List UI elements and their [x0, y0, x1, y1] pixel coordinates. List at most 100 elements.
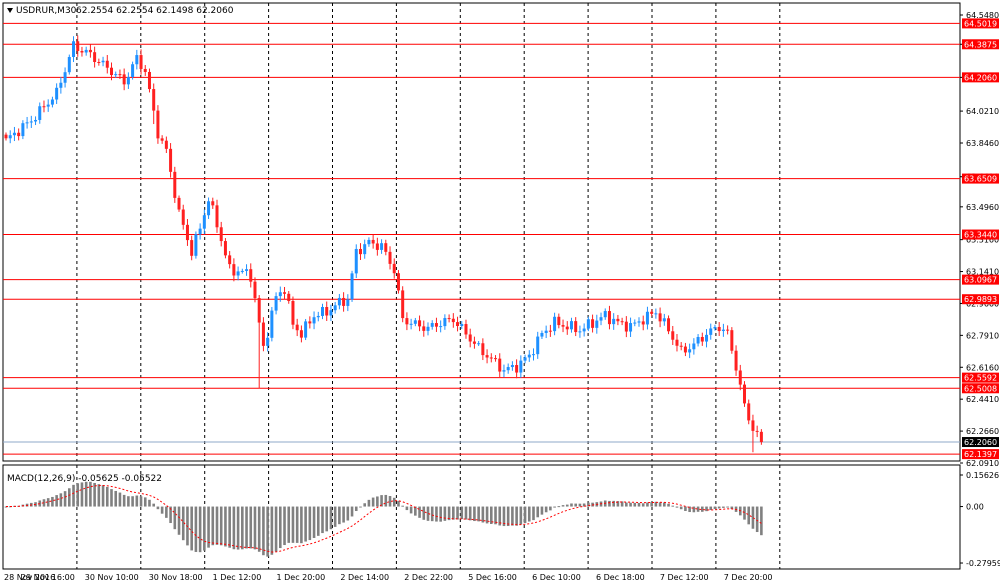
candle-body [519, 360, 523, 373]
macd-bar [89, 481, 92, 507]
candle-body [392, 263, 396, 274]
macd-bar [63, 491, 67, 507]
macd-bar [249, 506, 253, 549]
candle-body [506, 367, 510, 371]
macd-bar [198, 506, 202, 553]
candle-body [485, 355, 489, 358]
candle-body [380, 243, 384, 250]
candle-body [603, 311, 607, 318]
macd-bar [523, 506, 527, 524]
macd-bar [283, 506, 286, 546]
candle-body [38, 106, 42, 120]
macd-bar [633, 502, 637, 507]
macd-bar [473, 506, 476, 522]
macd-bar [42, 499, 46, 507]
macd-bar [663, 502, 666, 507]
candle-body [662, 318, 666, 322]
candle-body [131, 64, 135, 77]
macd-bar [4, 506, 8, 508]
macd-bar [363, 503, 366, 507]
candle-body [363, 244, 367, 255]
candle-body [464, 324, 468, 335]
candle-body [333, 305, 337, 311]
macd-bar [295, 506, 299, 543]
candle-body [164, 140, 168, 149]
macd-bar [688, 506, 691, 513]
candle-body [93, 52, 97, 63]
candle-body [434, 323, 438, 327]
macd-bar [625, 502, 628, 507]
macd-bar [401, 505, 404, 507]
macd-bar [747, 506, 751, 525]
macd-bar [76, 483, 80, 507]
candle-body [147, 71, 151, 90]
candle-body [629, 323, 633, 332]
macd-bar [553, 506, 556, 508]
level-tag [962, 294, 999, 305]
time-label: 6 Dec 10:00 [532, 573, 581, 582]
candle-body [548, 330, 552, 332]
candle-body [658, 313, 662, 322]
candle-body [696, 336, 700, 344]
candle-body [110, 67, 113, 76]
macd-bar [165, 506, 168, 518]
macd-bar [485, 506, 489, 524]
time-label: 2 Dec 14:00 [340, 573, 389, 582]
candle-body [498, 358, 502, 372]
macd-bar [532, 506, 535, 521]
macd-bar [316, 506, 320, 536]
macd-bar [219, 506, 223, 546]
level-tag-label: 64.3875 [964, 40, 997, 49]
triangle-down-icon[interactable] [7, 8, 13, 13]
macd-bar [388, 496, 392, 507]
macd-bar [68, 488, 71, 507]
macd-signal-line [6, 484, 762, 553]
macd-bar [751, 506, 755, 529]
candle-body [645, 311, 649, 325]
candle-body [553, 316, 557, 332]
macd-bar [333, 506, 337, 527]
macd-bar [439, 506, 442, 522]
candle-body [122, 74, 126, 85]
candle-body [472, 341, 476, 344]
level-tag-label: 64.2060 [964, 73, 997, 82]
candle-body [667, 318, 671, 332]
macd-bar [346, 506, 350, 521]
price-tick-label: 63.8460 [966, 139, 999, 148]
macd-bar [409, 506, 413, 514]
macd-bar [215, 506, 219, 545]
macd-bar [527, 506, 531, 522]
macd-bar [730, 506, 734, 510]
macd-bar [722, 506, 725, 508]
candle-body [755, 430, 759, 432]
macd-bar [641, 503, 645, 507]
candle-body [409, 323, 413, 325]
macd-legend: MACD(12,26,9) -0.05625 -0.05522 [7, 474, 162, 484]
macd-bar [481, 506, 485, 523]
candle-body [114, 74, 118, 76]
candle-body [641, 321, 645, 325]
macd-bar [468, 506, 472, 521]
candle-body [253, 281, 257, 299]
candle-body [481, 343, 485, 356]
macd-bar [540, 506, 544, 515]
candle-body [223, 241, 227, 256]
macd-bar [456, 506, 459, 520]
candle-body [118, 74, 122, 76]
candle-body [683, 346, 687, 353]
candle-body [12, 132, 16, 136]
candle-body [181, 209, 185, 225]
candle-body [705, 334, 709, 342]
macd-bar [156, 506, 160, 510]
macd-panel-frame [2, 464, 961, 570]
candle-body [21, 123, 25, 137]
candle-body [17, 132, 21, 137]
candle-body [375, 243, 379, 250]
macd-bar [51, 496, 54, 507]
price-panel-frame [2, 2, 961, 462]
level-tag-label: 63.3440 [964, 231, 997, 240]
candle-body [84, 49, 88, 53]
macd-bar [519, 506, 523, 525]
time-label: 30 Nov 18:00 [149, 573, 203, 582]
macd-bar [616, 501, 620, 507]
